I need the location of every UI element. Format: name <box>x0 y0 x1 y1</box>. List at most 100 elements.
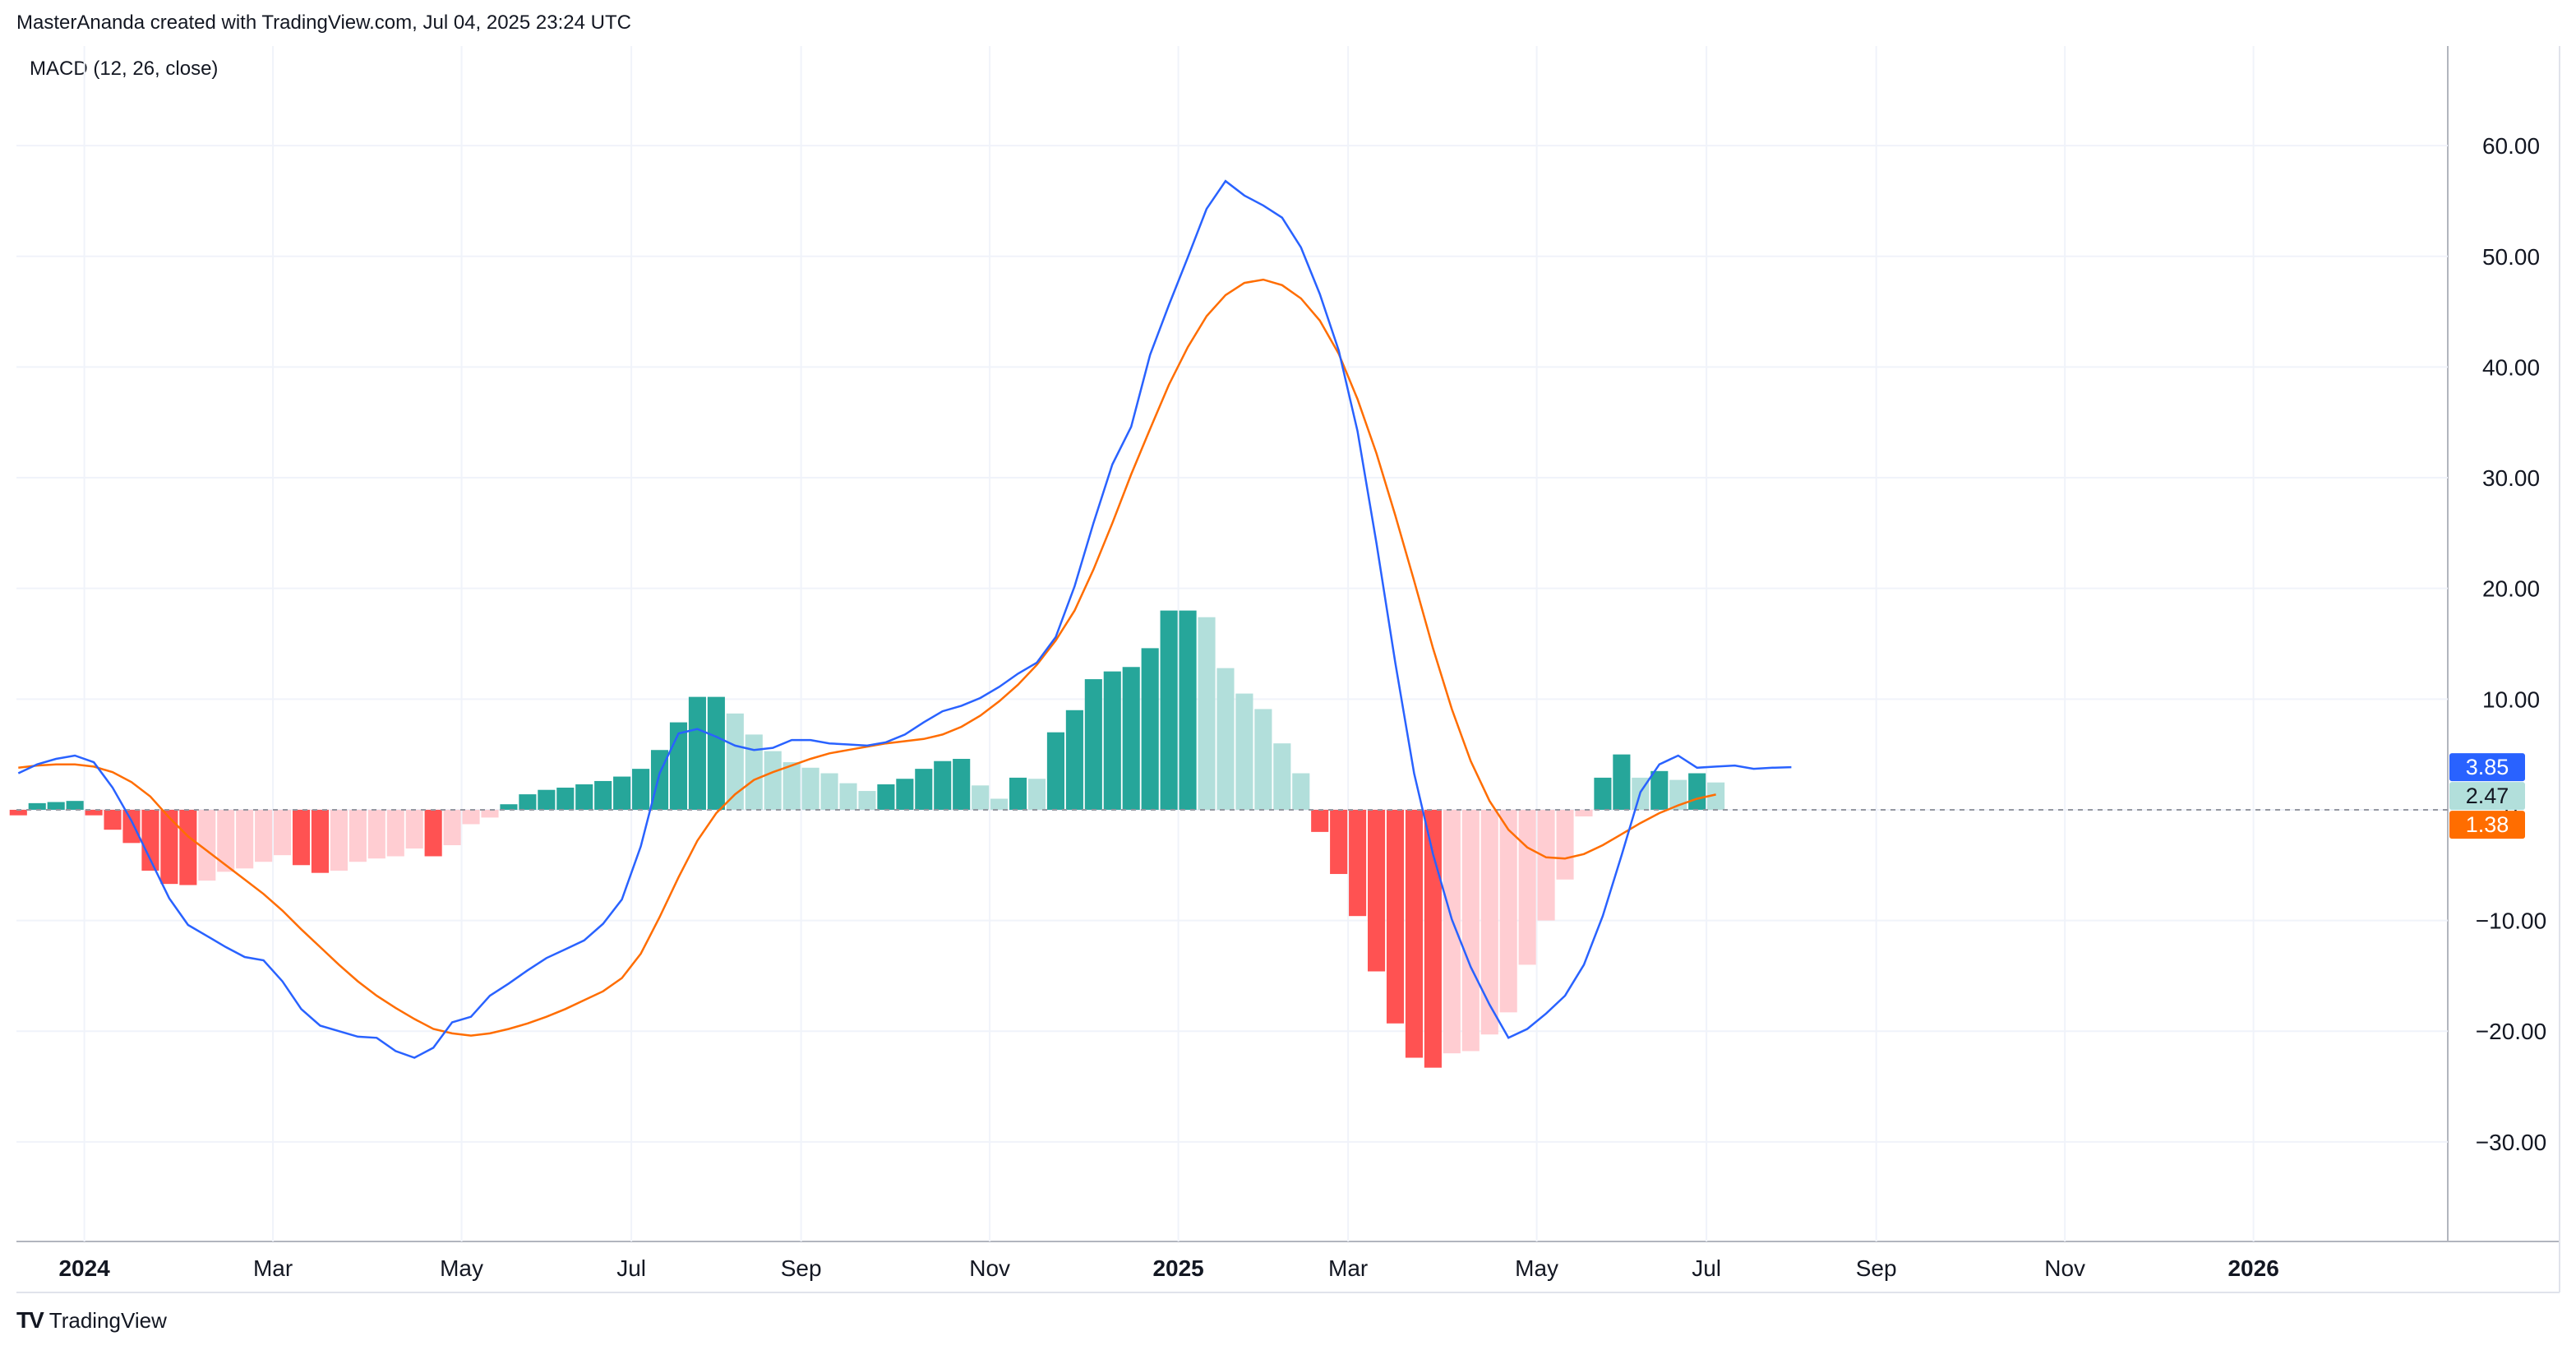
y-tick-label: 10.00 <box>2482 687 2540 712</box>
histogram-bar <box>179 809 197 885</box>
signal-line <box>18 278 1716 1037</box>
histogram-bar <box>1141 648 1159 810</box>
histogram-bar <box>1650 770 1669 810</box>
histogram-bar <box>122 809 141 844</box>
histogram-bar <box>1235 693 1253 810</box>
histogram-bar <box>160 809 178 885</box>
macd-value-badge <box>2449 753 2525 782</box>
histogram-bar <box>934 761 952 810</box>
histogram-bar <box>1216 668 1235 810</box>
histogram-bar <box>1122 667 1140 810</box>
signal-value-badge <box>2449 811 2525 839</box>
histogram-bar <box>1311 809 1329 832</box>
footer-branding[interactable]: TV TradingView <box>16 1307 167 1334</box>
histogram-bar <box>1443 809 1461 1054</box>
x-tick-label: 2024 <box>58 1255 110 1281</box>
histogram-bar <box>1292 773 1310 810</box>
histogram-bar <box>858 791 876 810</box>
histogram-bar <box>519 794 537 810</box>
y-tick-label: −20.00 <box>2476 1019 2546 1044</box>
histogram-bar <box>405 809 423 849</box>
histogram-bar <box>1556 809 1574 880</box>
histogram-bar <box>972 785 990 810</box>
brand-name: TradingView <box>48 1307 167 1333</box>
signal-value-badge-text: 1.38 <box>2466 812 2509 837</box>
histogram-value-badge-text: 2.47 <box>2466 784 2509 808</box>
y-tick-label: 30.00 <box>2482 465 2540 491</box>
histogram-bar <box>481 809 499 818</box>
histogram-bar <box>1707 782 1725 810</box>
histogram-bar <box>500 804 518 810</box>
histogram-bar <box>386 809 404 857</box>
histogram-bar <box>594 780 612 810</box>
gridlines <box>16 46 2448 1241</box>
histogram-bar <box>367 809 385 859</box>
histogram-bar <box>1405 809 1424 1058</box>
histogram-bar <box>217 809 235 872</box>
histogram-bar <box>1160 610 1178 810</box>
histogram-bar <box>896 779 914 810</box>
x-tick-label: Sep <box>781 1255 822 1281</box>
histogram-bar <box>236 809 254 869</box>
histogram-bar <box>538 789 556 810</box>
histogram-bar <box>1424 809 1442 1068</box>
histogram-bar <box>915 769 933 810</box>
histogram-bar <box>1103 671 1121 810</box>
histogram-bar <box>990 798 1009 810</box>
y-tick-label: −30.00 <box>2476 1130 2546 1155</box>
histogram-bar <box>1537 809 1555 921</box>
indicator-legend[interactable]: MACD (12, 26, close) <box>30 58 219 80</box>
histogram-bar <box>141 809 159 871</box>
x-tick-label: Jul <box>616 1255 646 1281</box>
last-value-badges: 3.85 2.47 1.38 <box>2449 753 2525 839</box>
x-axis-ticks: 2024 Mar May Jul Sep Nov 2025 Mar May Jul Sep Nov 20… <box>58 1255 2278 1281</box>
histogram-bar <box>349 809 367 862</box>
x-tick-label: Mar <box>1328 1255 1368 1281</box>
histogram-bar <box>764 751 782 810</box>
histogram-bar <box>1009 777 1027 810</box>
histogram-bar <box>104 809 122 830</box>
macd-value-badge-text: 3.85 <box>2466 755 2509 779</box>
y-tick-label: 20.00 <box>2482 576 2540 602</box>
histogram-bar <box>1179 610 1197 810</box>
histogram-bar <box>782 762 801 810</box>
histogram-bar <box>443 809 461 846</box>
histogram-bar <box>198 809 216 881</box>
histogram-bar <box>613 776 631 810</box>
y-tick-label: 60.00 <box>2482 133 2540 159</box>
histogram-bar <box>424 809 442 857</box>
histogram-value-badge <box>2449 782 2525 811</box>
x-tick-label: Sep <box>1856 1255 1897 1281</box>
histogram-bar <box>1046 732 1064 810</box>
histogram-bar <box>1254 709 1272 810</box>
histogram-bar <box>28 802 46 810</box>
x-tick-label: 2025 <box>1152 1255 1203 1281</box>
histogram-bar <box>1480 809 1498 1035</box>
histogram-bar <box>726 713 744 810</box>
histogram-bar <box>1198 617 1216 810</box>
histogram-bar <box>311 809 330 873</box>
histogram-bar <box>462 809 480 825</box>
histogram-bar <box>1273 743 1291 810</box>
histogram-bar <box>1330 809 1348 875</box>
histogram-bar <box>1594 777 1612 810</box>
histogram-bar <box>556 788 575 810</box>
y-tick-label: 40.00 <box>2482 354 2540 380</box>
histogram-bar <box>1688 773 1706 810</box>
x-tick-label: Nov <box>969 1255 1010 1281</box>
y-axis-ticks: 60.0050.0040.0030.0020.0010.000−10.00−20… <box>2476 133 2546 1155</box>
x-tick-label: May <box>1515 1255 1558 1281</box>
histogram-bar <box>292 809 311 866</box>
histogram-bar <box>1084 679 1102 810</box>
x-tick-label: Mar <box>253 1255 293 1281</box>
histogram-bar <box>1027 779 1046 810</box>
chart-attribution: MasterAnanda created with TradingView.co… <box>16 12 631 34</box>
histogram-bar <box>1575 809 1593 817</box>
histogram-bar <box>1461 809 1480 1052</box>
histogram-bar <box>745 734 763 810</box>
histogram-bar <box>66 801 84 810</box>
histogram-bar <box>330 809 348 871</box>
histogram-bar <box>1367 809 1386 972</box>
x-tick-label: 2026 <box>2227 1255 2278 1281</box>
